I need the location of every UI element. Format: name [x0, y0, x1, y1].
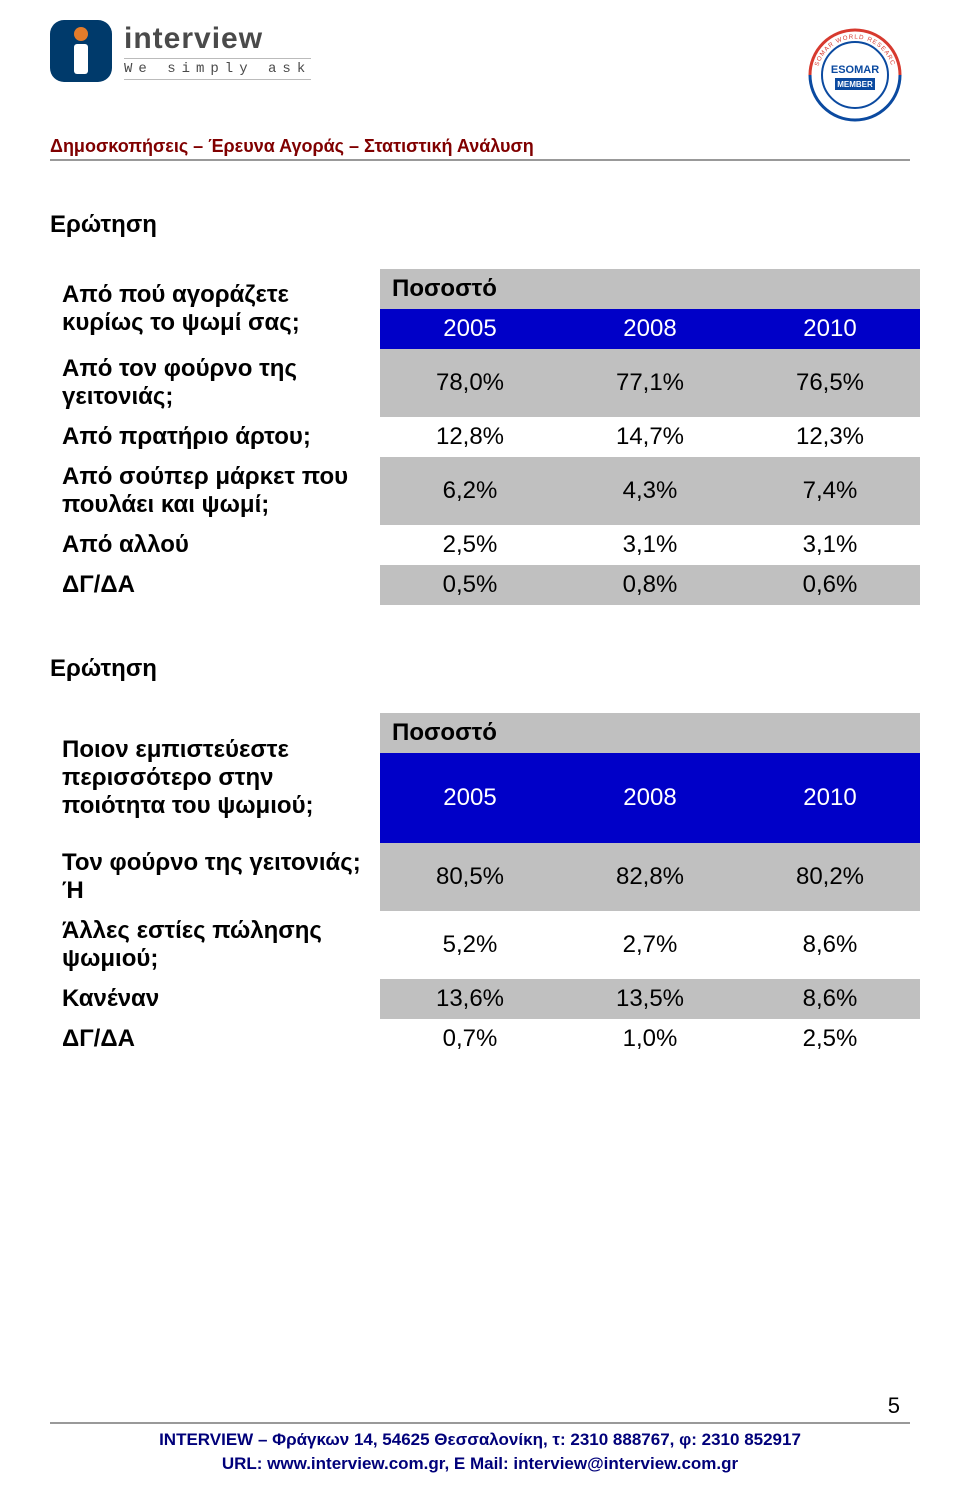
svg-text:ESOMAR: ESOMAR: [831, 64, 879, 76]
cell: 3,1%: [560, 525, 740, 565]
logo-mark-icon: [50, 20, 112, 82]
year-header: 2005: [380, 753, 560, 843]
svg-text:MEMBER: MEMBER: [837, 80, 873, 89]
percent-header: Ποσοστό: [380, 713, 920, 753]
cell: 76,5%: [740, 349, 920, 417]
row-label: Κανέναν: [50, 979, 380, 1019]
table1-question: Από πού αγοράζετε κυρίως το ψωμί σας;: [50, 269, 380, 349]
survey-table-2: Ποιον εμπιστεύεστε περισσότερο στην ποιό…: [50, 713, 920, 1059]
row-label: ΔΓ/ΔΑ: [50, 565, 380, 605]
cell: 8,6%: [740, 911, 920, 979]
row-label: Άλλες εστίες πώλησης ψωμιού;: [50, 911, 380, 979]
brand-logo: interview We simply ask: [50, 20, 311, 82]
row-label: ΔΓ/ΔΑ: [50, 1019, 380, 1059]
cell: 0,8%: [560, 565, 740, 605]
year-header: 2008: [560, 753, 740, 843]
page-number: 5: [888, 1393, 900, 1419]
esomar-badge-icon: ESOMAR MEMBER ESOMAR WORLD RESEARCH: [800, 20, 910, 130]
cell: 4,3%: [560, 457, 740, 525]
cell: 2,5%: [380, 525, 560, 565]
cell: 13,6%: [380, 979, 560, 1019]
cell: 2,7%: [560, 911, 740, 979]
subheader-text: Δημοσκοπήσεις – Έρευνα Αγοράς – Στατιστι…: [50, 136, 910, 157]
cell: 77,1%: [560, 349, 740, 417]
cell: 80,5%: [380, 843, 560, 911]
year-header: 2010: [740, 753, 920, 843]
cell: 2,5%: [740, 1019, 920, 1059]
footer-text: INTERVIEW – Φράγκων 14, 54625 Θεσσαλονίκ…: [0, 1428, 960, 1476]
cell: 5,2%: [380, 911, 560, 979]
cell: 3,1%: [740, 525, 920, 565]
footer-line1: INTERVIEW – Φράγκων 14, 54625 Θεσσαλονίκ…: [159, 1430, 801, 1449]
cell: 0,6%: [740, 565, 920, 605]
row-label: Από τον φούρνο της γειτονιάς;: [50, 349, 380, 417]
footer-rule: [50, 1422, 910, 1424]
header-rule: [50, 159, 910, 161]
row-label: Από σούπερ μάρκετ που πουλάει και ψωμί;: [50, 457, 380, 525]
row-label: Από πρατήριο άρτου;: [50, 417, 380, 457]
brand-name: interview: [124, 22, 311, 56]
row-label: Από αλλού: [50, 525, 380, 565]
table2-question: Ποιον εμπιστεύεστε περισσότερο στην ποιό…: [50, 713, 380, 843]
cell: 8,6%: [740, 979, 920, 1019]
brand-tagline: We simply ask: [124, 58, 311, 80]
cell: 12,8%: [380, 417, 560, 457]
question-label-2: Ερώτηση: [50, 655, 910, 683]
cell: 7,4%: [740, 457, 920, 525]
year-header: 2008: [560, 309, 740, 349]
cell: 14,7%: [560, 417, 740, 457]
cell: 0,7%: [380, 1019, 560, 1059]
question-label-1: Ερώτηση: [50, 211, 910, 239]
page-header: interview We simply ask ESOMAR MEMBER ES…: [50, 20, 910, 130]
year-header: 2005: [380, 309, 560, 349]
cell: 1,0%: [560, 1019, 740, 1059]
cell: 12,3%: [740, 417, 920, 457]
cell: 80,2%: [740, 843, 920, 911]
cell: 6,2%: [380, 457, 560, 525]
year-header: 2010: [740, 309, 920, 349]
footer-line2: URL: www.interview.com.gr, E Mail: inter…: [222, 1454, 738, 1473]
survey-table-1: Από πού αγοράζετε κυρίως το ψωμί σας; Πο…: [50, 269, 920, 605]
cell: 13,5%: [560, 979, 740, 1019]
cell: 78,0%: [380, 349, 560, 417]
cell: 82,8%: [560, 843, 740, 911]
percent-header: Ποσοστό: [380, 269, 920, 309]
cell: 0,5%: [380, 565, 560, 605]
row-label: Τον φούρνο της γειτονιάς; Ή: [50, 843, 380, 911]
